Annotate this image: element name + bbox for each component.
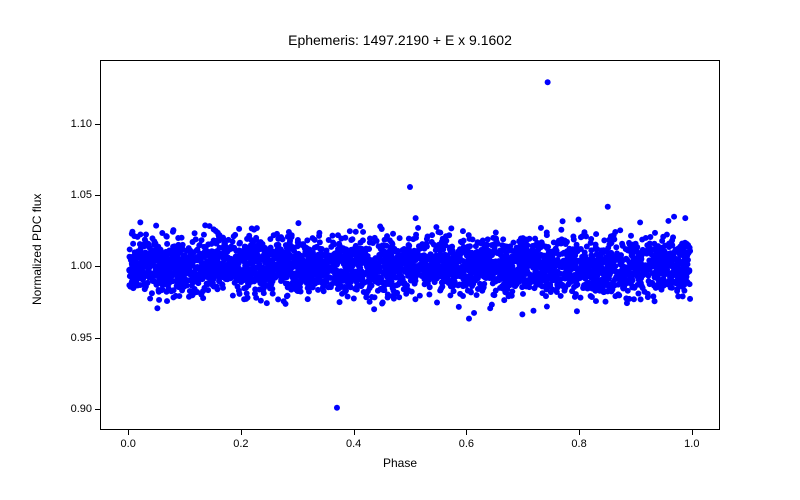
y-axis-label: Normalized PDC flux bbox=[30, 194, 44, 305]
xtick-mark bbox=[241, 430, 242, 435]
ytick-mark bbox=[95, 266, 100, 267]
ytick-mark bbox=[95, 338, 100, 339]
xtick-label: 0.6 bbox=[459, 438, 474, 450]
xtick-label: 0.4 bbox=[346, 438, 361, 450]
xtick-mark bbox=[579, 430, 580, 435]
xtick-label: 0.0 bbox=[121, 438, 136, 450]
xtick-mark bbox=[466, 430, 467, 435]
xtick-mark bbox=[354, 430, 355, 435]
ytick-label: 0.90 bbox=[60, 403, 92, 415]
ytick-mark bbox=[95, 409, 100, 410]
chart-title: Ephemeris: 1497.2190 + E x 9.1602 bbox=[0, 32, 800, 48]
ytick-label: 1.00 bbox=[60, 260, 92, 272]
plot-area bbox=[100, 60, 720, 430]
x-axis-label: Phase bbox=[0, 456, 800, 470]
ytick-mark bbox=[95, 124, 100, 125]
ytick-mark bbox=[95, 195, 100, 196]
scatter-layer bbox=[101, 61, 719, 429]
xtick-label: 0.8 bbox=[571, 438, 586, 450]
light-curve-figure: Ephemeris: 1497.2190 + E x 9.1602 Phase … bbox=[0, 0, 800, 500]
xtick-label: 0.2 bbox=[233, 438, 248, 450]
xtick-mark bbox=[692, 430, 693, 435]
xtick-mark bbox=[128, 430, 129, 435]
ytick-label: 1.10 bbox=[60, 118, 92, 130]
ytick-label: 1.05 bbox=[60, 189, 92, 201]
ytick-label: 0.95 bbox=[60, 332, 92, 344]
xtick-label: 1.0 bbox=[684, 438, 699, 450]
